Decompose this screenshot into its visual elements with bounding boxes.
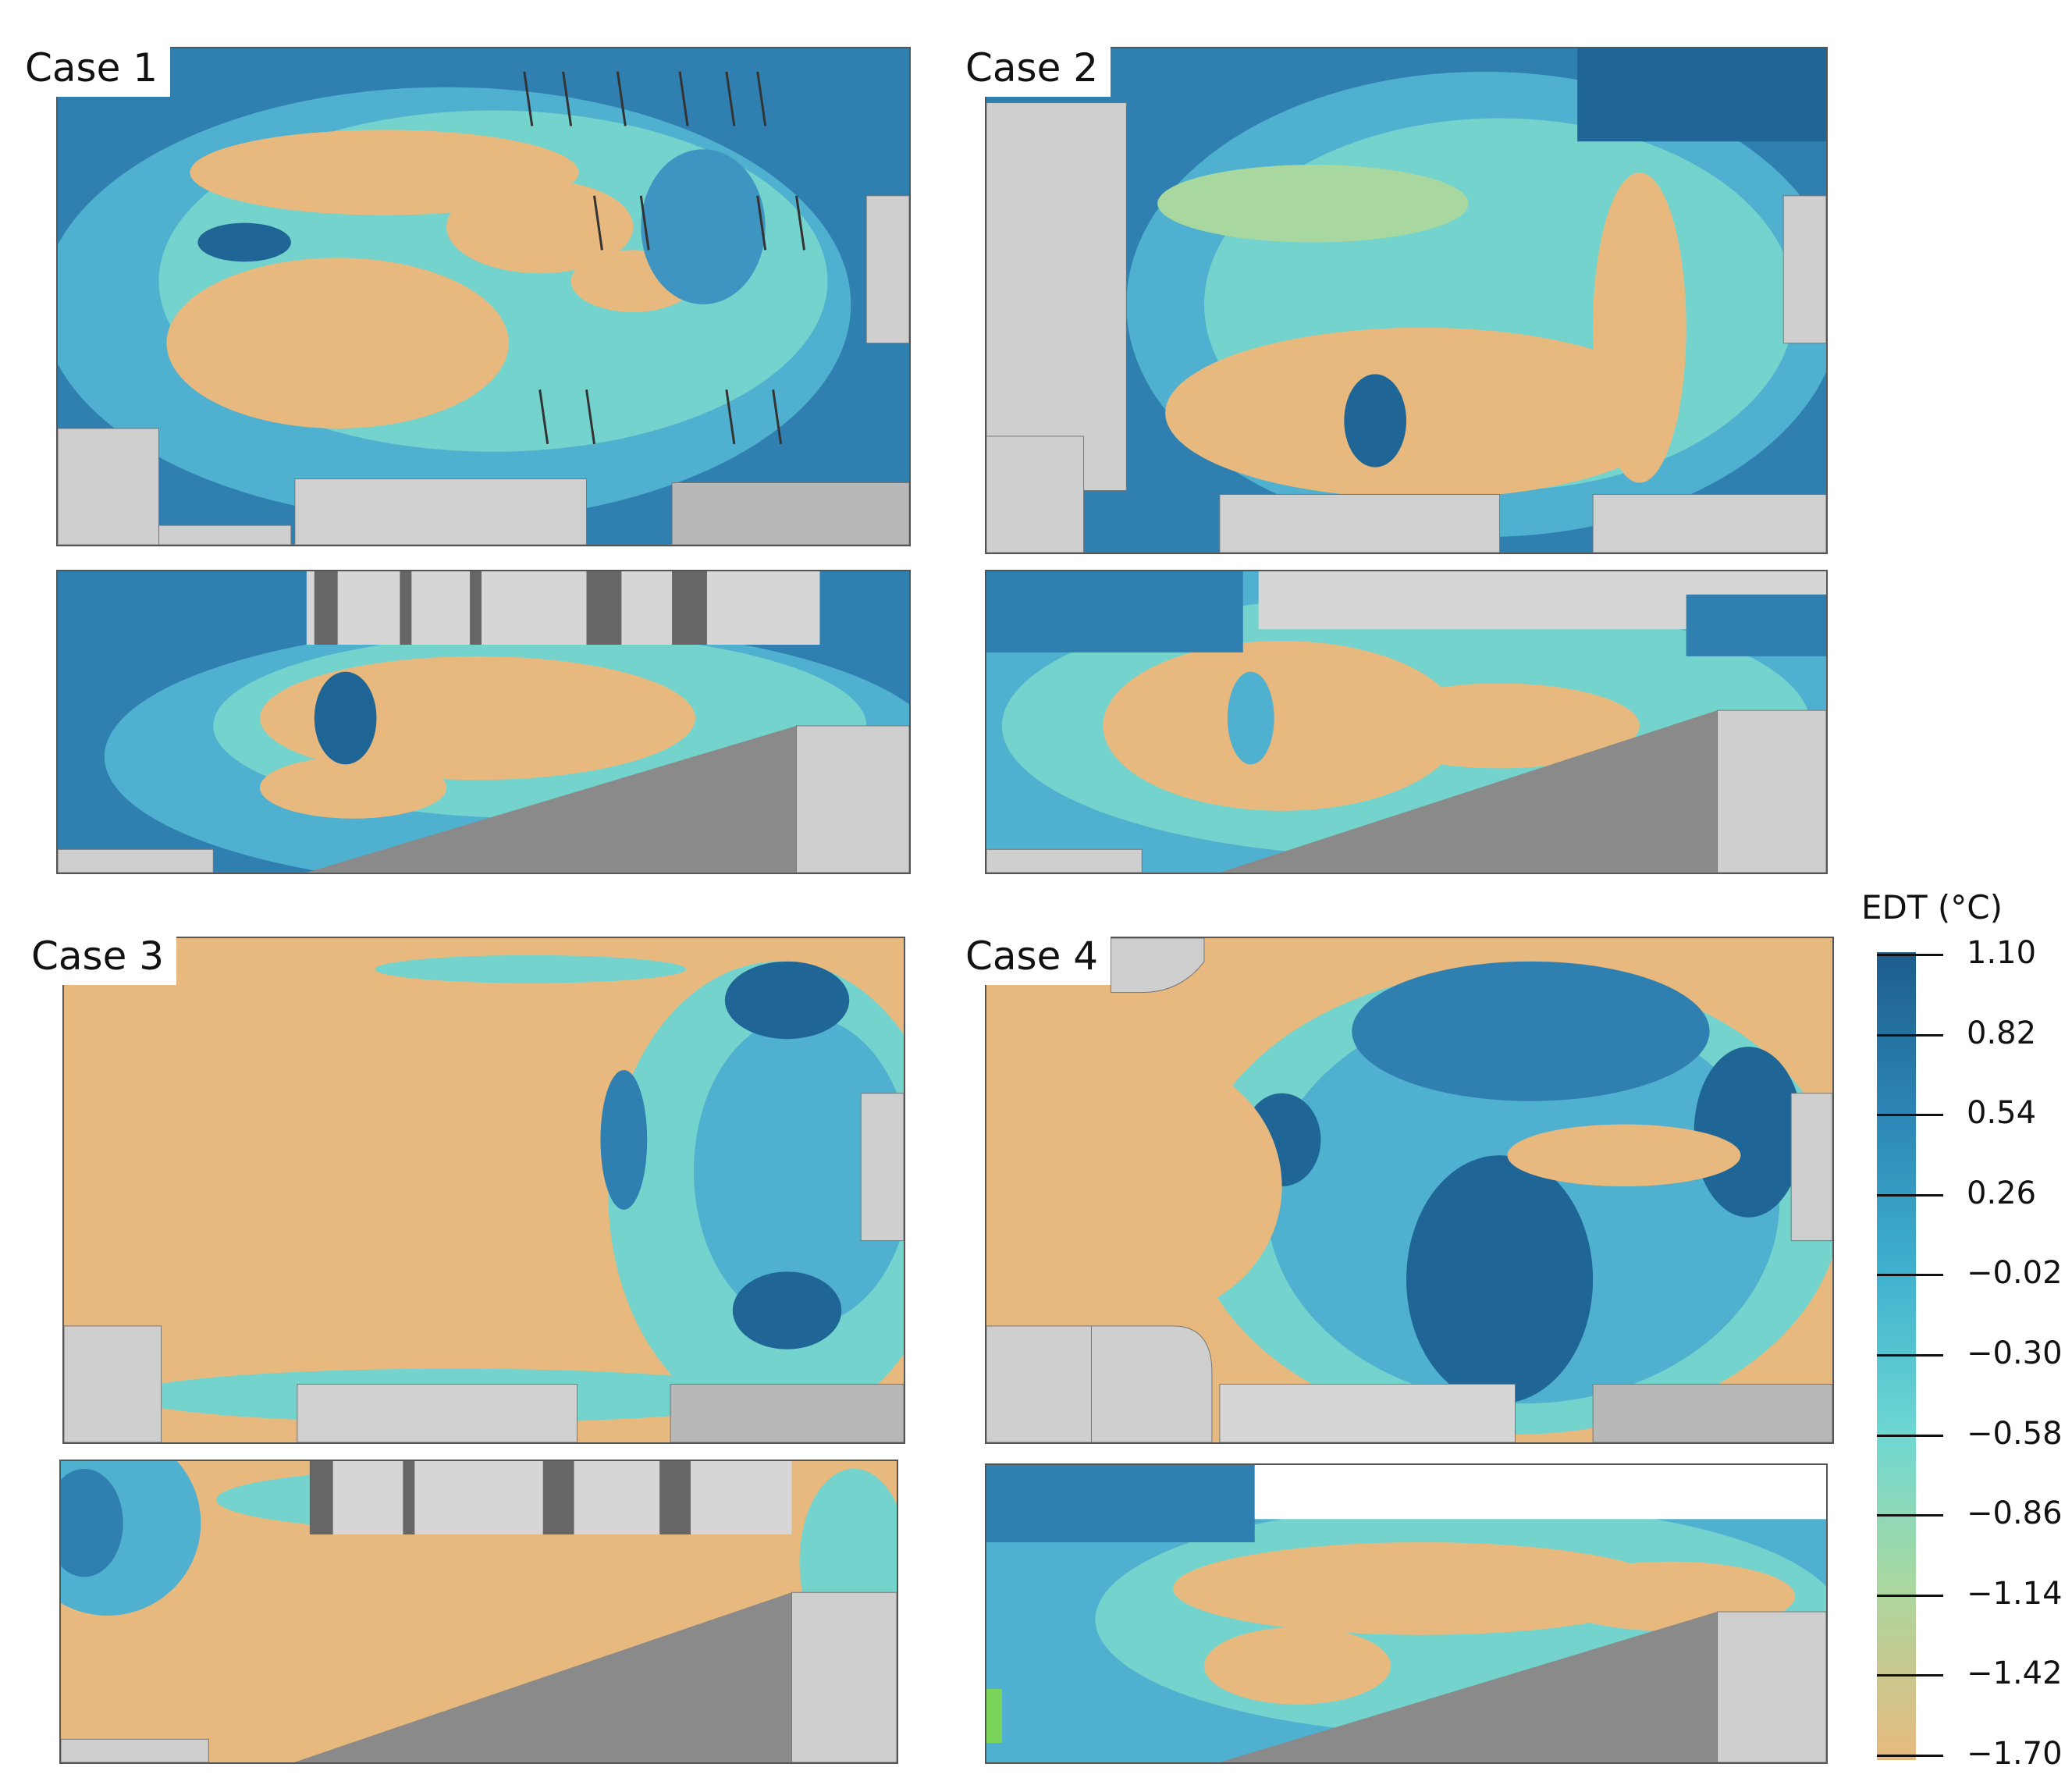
case4-section-map xyxy=(985,1463,1828,1764)
colorbar-tick-label: −0.02 xyxy=(1967,1255,2063,1292)
colorbar-tick-label: 0.82 xyxy=(1967,1015,2037,1051)
case1-plan-map xyxy=(56,47,911,546)
colorbar-tick-label: −1.70 xyxy=(1967,1736,2063,1772)
colorbar-tick-line xyxy=(1877,1514,1943,1517)
colorbar-tick-label: 0.54 xyxy=(1967,1095,2037,1132)
case4-label: Case 4 xyxy=(956,929,1111,985)
colorbar-tick-line xyxy=(1877,1594,1943,1597)
colorbar-tick-label: −0.30 xyxy=(1967,1335,2063,1371)
case3-label: Case 3 xyxy=(22,929,177,985)
case2-plan-map xyxy=(985,47,1828,554)
colorbar-tick-line xyxy=(1877,1354,1943,1357)
colorbar-tick-line xyxy=(1877,1114,1943,1117)
case3-section-map xyxy=(59,1460,898,1764)
colorbar-tick-line xyxy=(1877,954,1943,956)
colorbar-tick-line xyxy=(1877,1755,1943,1757)
colorbar-tick-line xyxy=(1877,1274,1943,1277)
case1-section-map xyxy=(56,570,911,874)
colorbar-tick-line xyxy=(1877,1674,1943,1677)
colorbar-tick-line xyxy=(1877,1434,1943,1437)
colorbar-tick-label: −0.58 xyxy=(1967,1415,2063,1452)
colorbar-tick-label: 0.26 xyxy=(1967,1175,2037,1211)
case2-label: Case 2 xyxy=(956,41,1111,97)
colorbar-tick-line xyxy=(1877,1033,1943,1037)
colorbar-tick-label: −0.86 xyxy=(1967,1495,2063,1532)
case4-plan-map xyxy=(985,937,1834,1444)
colorbar-title: EDT (°C) xyxy=(1861,888,2003,926)
case1-label: Case 1 xyxy=(16,41,171,97)
colorbar-tick-label: −1.14 xyxy=(1967,1575,2063,1612)
colorbar-tick-label: −1.42 xyxy=(1967,1655,2063,1692)
colorbar-tick-line xyxy=(1877,1193,1943,1197)
colorbar-tick-label: 1.10 xyxy=(1967,935,2037,971)
case3-plan-map xyxy=(62,937,905,1444)
case2-section-map xyxy=(985,570,1828,874)
